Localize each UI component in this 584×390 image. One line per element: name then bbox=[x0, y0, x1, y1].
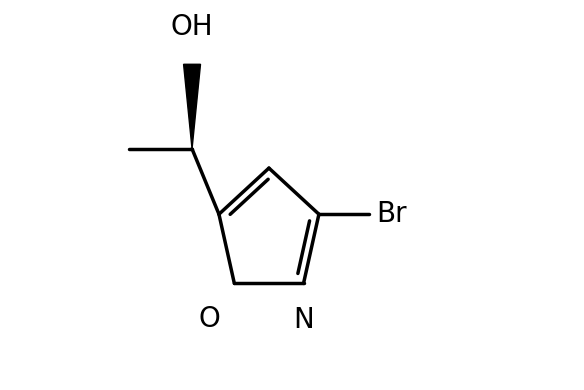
Text: Br: Br bbox=[377, 200, 407, 228]
Text: N: N bbox=[293, 307, 314, 335]
Polygon shape bbox=[183, 64, 200, 149]
Text: O: O bbox=[199, 305, 220, 333]
Text: OH: OH bbox=[171, 13, 213, 41]
